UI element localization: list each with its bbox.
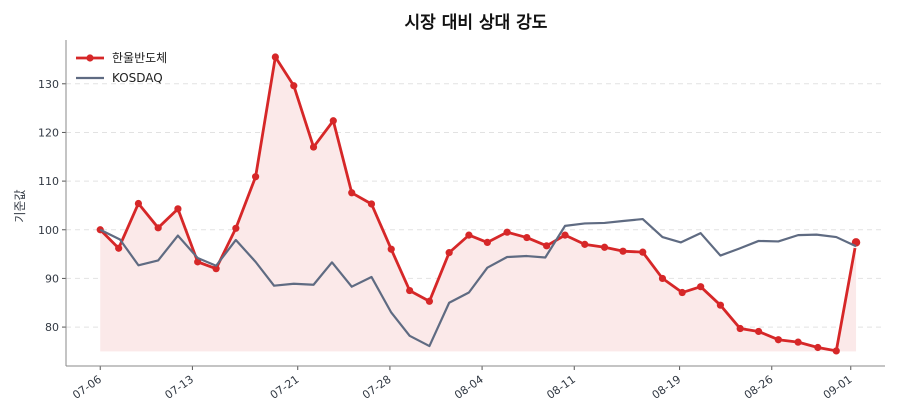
x-tick-label: 08-26 bbox=[742, 373, 776, 402]
data-point bbox=[329, 117, 337, 125]
data-point bbox=[581, 240, 589, 248]
data-point bbox=[561, 231, 569, 239]
series-layer bbox=[96, 53, 862, 355]
data-point bbox=[639, 248, 647, 256]
data-point bbox=[194, 258, 202, 266]
data-point bbox=[154, 224, 162, 232]
data-point bbox=[483, 238, 491, 247]
series-line bbox=[99, 217, 857, 348]
x-tick-label: 09-01 bbox=[821, 373, 855, 402]
data-point bbox=[367, 200, 376, 208]
y-tick-label: 110 bbox=[38, 175, 59, 188]
data-point bbox=[658, 274, 667, 283]
legend: 한울반도체 KOSDAQ bbox=[76, 51, 167, 85]
data-point bbox=[387, 245, 395, 253]
data-point bbox=[736, 324, 744, 333]
x-tick-label: 08-11 bbox=[544, 373, 578, 402]
data-point bbox=[678, 288, 686, 297]
data-point bbox=[425, 297, 434, 305]
data-point bbox=[232, 224, 240, 232]
data-point bbox=[619, 247, 627, 255]
data-point bbox=[774, 336, 782, 344]
data-point bbox=[348, 189, 356, 197]
data-point bbox=[465, 231, 473, 239]
y-axis-label: 기준값 bbox=[13, 189, 27, 222]
x-tick-label: 08-19 bbox=[650, 373, 684, 402]
chart-title: 시장 대비 상대 강도 bbox=[405, 13, 548, 33]
data-point bbox=[212, 265, 220, 273]
data-point bbox=[754, 327, 763, 336]
data-point bbox=[832, 347, 840, 355]
data-point bbox=[814, 343, 822, 352]
data-point bbox=[794, 338, 802, 346]
legend-label: KOSDAQ bbox=[112, 71, 163, 85]
area-fill bbox=[100, 57, 857, 352]
y-tick-label: 120 bbox=[38, 126, 59, 139]
data-point bbox=[309, 143, 318, 151]
data-point bbox=[716, 301, 725, 309]
data-point bbox=[290, 82, 298, 90]
data-point bbox=[543, 242, 551, 250]
data-point bbox=[600, 243, 609, 251]
data-point bbox=[174, 205, 182, 213]
x-tick-label: 07-21 bbox=[268, 373, 302, 402]
legend-label: 한울반도체 bbox=[112, 51, 167, 65]
area-fill-layer bbox=[100, 57, 857, 352]
data-point bbox=[406, 286, 414, 295]
x-tick-label: 08-04 bbox=[452, 373, 486, 402]
series-line bbox=[99, 55, 858, 353]
data-point bbox=[523, 233, 531, 242]
data-point bbox=[503, 228, 511, 236]
y-tick-label: 100 bbox=[38, 224, 59, 237]
legend-marker bbox=[86, 54, 94, 62]
y-tick-label: 90 bbox=[45, 272, 59, 285]
x-tick-label: 07-28 bbox=[360, 373, 394, 402]
data-point bbox=[445, 249, 453, 257]
x-tick-label: 07-13 bbox=[162, 373, 196, 402]
data-point bbox=[134, 199, 143, 208]
y-tick-label: 80 bbox=[45, 321, 59, 334]
data-point bbox=[271, 53, 279, 61]
data-point bbox=[252, 173, 260, 181]
x-tick-label: 07-06 bbox=[70, 373, 104, 402]
y-tick-label: 130 bbox=[38, 78, 59, 91]
data-point bbox=[115, 244, 123, 252]
data-point bbox=[697, 283, 705, 291]
